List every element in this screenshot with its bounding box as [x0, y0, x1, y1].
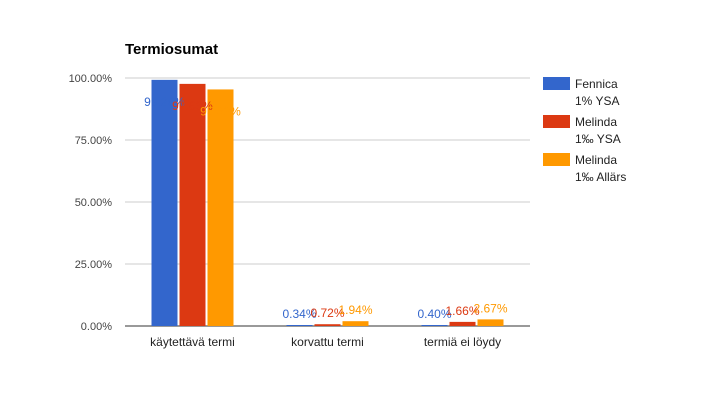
data-label: 1.94%	[338, 303, 372, 317]
chart-title: Termiosumat	[125, 41, 218, 58]
x-axis: käytettävä termi korvattu termi termiä ei …	[150, 335, 501, 349]
data-label: 95.39%	[200, 104, 241, 118]
y-axis: 0.00% 25.00% 50.00% 75.00% 100.00%	[69, 73, 530, 333]
legend: Fennica 1% YSA Melinda 1‰ YSA Melinda 1‰ Allä…	[543, 77, 626, 184]
bar	[179, 83, 206, 327]
bar	[286, 325, 313, 326]
legend-swatch	[543, 77, 570, 90]
y-tick-label: 100.00%	[69, 73, 113, 85]
bar	[449, 321, 476, 326]
legend-label-line: 1‰ YSA	[575, 132, 621, 146]
legend-label-line: Melinda	[575, 153, 617, 167]
data-label: 2.67%	[473, 301, 507, 315]
data-label: 1.66%	[445, 304, 479, 318]
bars	[151, 79, 504, 327]
data-label: 0.40%	[417, 307, 451, 321]
data-label: 0.34%	[282, 307, 316, 321]
bar	[421, 325, 448, 326]
legend-label-line: 1‰ Allärs	[575, 170, 626, 184]
legend-label-line: Melinda	[575, 115, 617, 129]
data-label: 99.26%	[144, 95, 185, 109]
legend-label: Melinda 1‰ YSA	[575, 115, 621, 146]
x-tick-label: käytettävä termi	[150, 335, 235, 349]
legend-label-line: Fennica	[575, 77, 618, 91]
legend-label: Fennica 1% YSA	[575, 77, 619, 108]
y-tick-label: 75.00%	[75, 135, 113, 147]
x-tick-label: termiä ei löydy	[424, 335, 501, 349]
bar	[477, 319, 504, 326]
data-label: 97.63%	[172, 99, 213, 113]
data-labels: 99.26%97.63%95.39% 0.34%0.72%1.94% 0.40%1.…	[144, 95, 508, 321]
data-label: 0.72%	[310, 306, 344, 320]
bar	[314, 324, 341, 326]
bar	[151, 79, 178, 326]
legend-label-line: 1% YSA	[575, 94, 619, 108]
bar	[342, 321, 369, 326]
y-tick-label: 0.00%	[81, 321, 112, 333]
bar	[207, 89, 234, 326]
y-tick-label: 25.00%	[75, 259, 113, 271]
x-tick-label: korvattu termi	[291, 335, 364, 349]
legend-label: Melinda 1‰ Allärs	[575, 153, 626, 184]
legend-swatch	[543, 153, 570, 166]
legend-swatch	[543, 115, 570, 128]
y-tick-label: 50.00%	[75, 197, 113, 209]
